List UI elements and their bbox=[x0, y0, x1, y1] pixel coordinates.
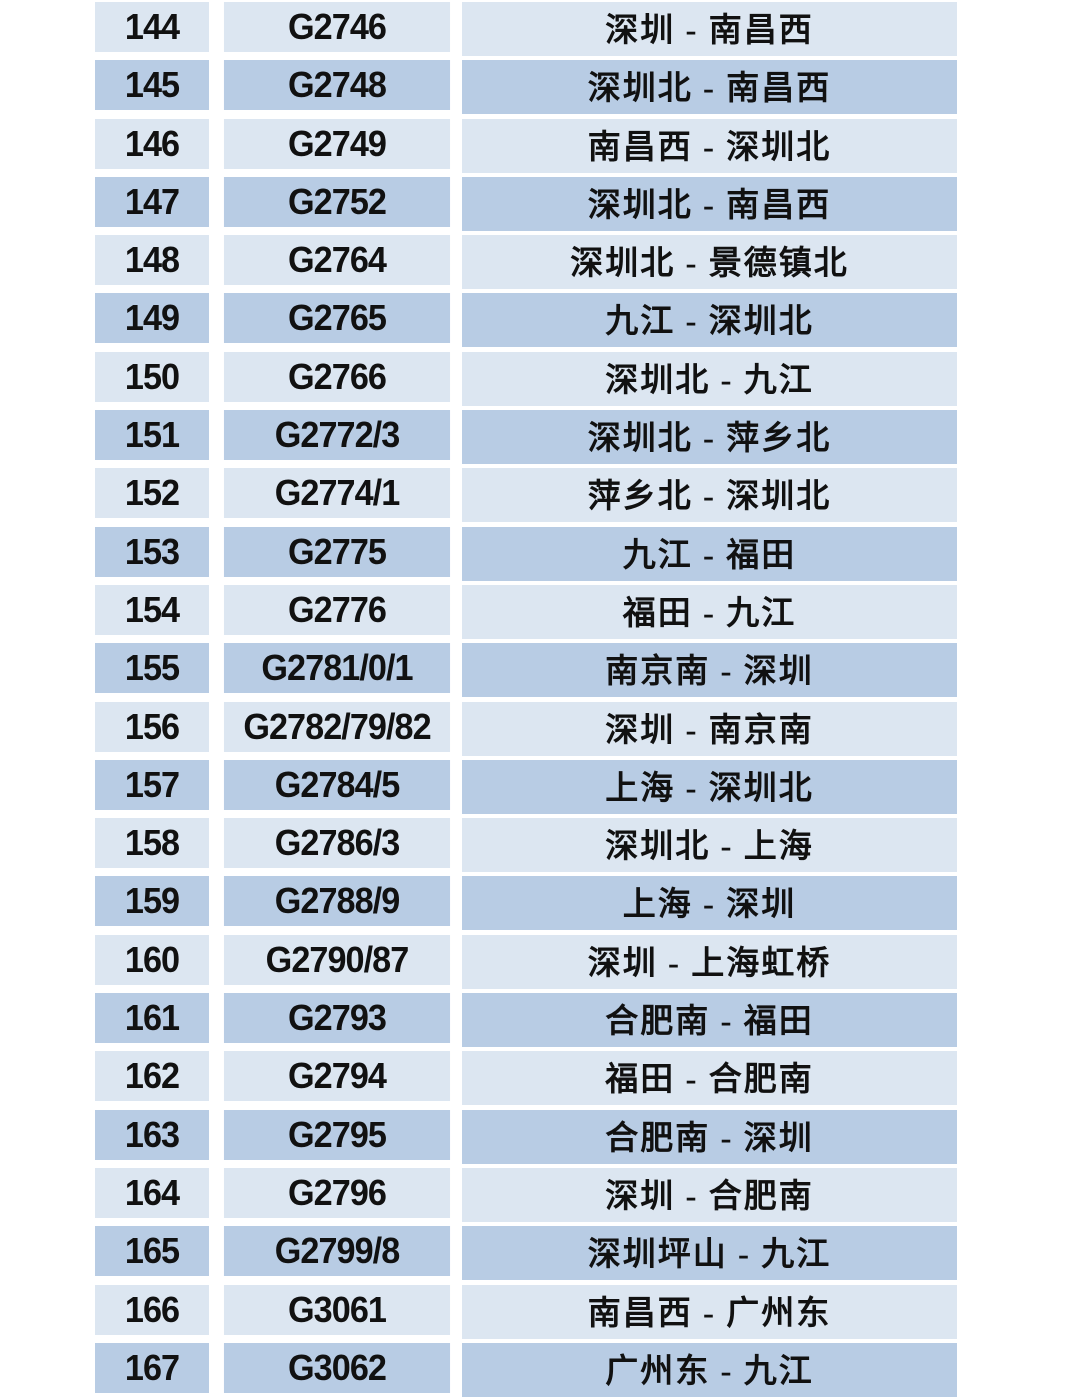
train-number-cell: G2796 bbox=[223, 1167, 451, 1218]
row-number-cell: 167 bbox=[95, 1342, 209, 1393]
route-cell: 深圳北 - 景德镇北 bbox=[462, 235, 957, 290]
train-number-cell: G2764 bbox=[223, 235, 451, 286]
row-number-cell: 146 bbox=[95, 118, 209, 169]
route-cell: 深圳北 - 萍乡北 bbox=[462, 410, 957, 465]
row-number-cell: 163 bbox=[95, 1109, 209, 1160]
train-number-cell: G2765 bbox=[223, 293, 451, 344]
train-number-cell: G2786/3 bbox=[223, 818, 451, 869]
train-number-cell: G2781/0/1 bbox=[223, 643, 451, 694]
train-number-cell: G3062 bbox=[223, 1342, 451, 1393]
row-number-cell: 162 bbox=[95, 1051, 209, 1102]
row-number-cell: 147 bbox=[95, 176, 209, 227]
route-cell: 深圳北 - 南昌西 bbox=[462, 60, 957, 115]
row-number-cell: 161 bbox=[95, 993, 209, 1044]
train-schedule-table: 144 G2746 深圳 - 南昌西 145 G2748 深圳北 - 南昌西 146 G274… bbox=[92, 2, 957, 1397]
route-cell: 上海 - 深圳 bbox=[462, 876, 957, 931]
route-cell: 深圳北 - 九江 bbox=[462, 351, 957, 406]
route-cell: 深圳 - 南昌西 bbox=[462, 2, 957, 56]
row-number-cell: 150 bbox=[95, 351, 209, 402]
route-cell: 深圳北 - 上海 bbox=[462, 818, 957, 873]
train-number-cell: G2799/8 bbox=[223, 1226, 451, 1277]
route-cell: 南京南 - 深圳 bbox=[462, 643, 957, 698]
route-cell: 深圳 - 上海虹桥 bbox=[462, 934, 957, 989]
route-cell: 深圳坪山 - 九江 bbox=[462, 1226, 957, 1281]
row-number-cell: 164 bbox=[95, 1167, 209, 1218]
route-cell: 九江 - 福田 bbox=[462, 526, 957, 581]
train-number-cell: G2782/79/82 bbox=[223, 701, 451, 752]
route-cell: 深圳 - 合肥南 bbox=[462, 1167, 957, 1222]
train-number-cell: G2749 bbox=[223, 118, 451, 169]
train-number-cell: G2772/3 bbox=[223, 410, 451, 461]
train-number-cell: G2793 bbox=[223, 993, 451, 1044]
row-number-cell: 153 bbox=[95, 526, 209, 577]
row-number-cell: 159 bbox=[95, 876, 209, 927]
row-number-cell: 165 bbox=[95, 1226, 209, 1277]
route-cell: 福田 - 九江 bbox=[462, 584, 957, 639]
row-number-cell: 158 bbox=[95, 818, 209, 869]
train-number-cell: G2794 bbox=[223, 1051, 451, 1102]
row-number-cell: 144 bbox=[95, 2, 209, 52]
row-number-cell: 151 bbox=[95, 410, 209, 461]
row-number-cell: 152 bbox=[95, 468, 209, 519]
train-number-cell: G2752 bbox=[223, 176, 451, 227]
row-number-cell: 157 bbox=[95, 759, 209, 810]
route-cell: 萍乡北 - 深圳北 bbox=[462, 468, 957, 523]
train-number-cell: G2748 bbox=[223, 60, 451, 111]
row-number-cell: 156 bbox=[95, 701, 209, 752]
train-number-cell: G2795 bbox=[223, 1109, 451, 1160]
route-cell: 福田 - 合肥南 bbox=[462, 1051, 957, 1106]
train-number-cell: G2746 bbox=[223, 2, 451, 52]
route-cell: 广州东 - 九江 bbox=[462, 1342, 957, 1397]
row-number-cell: 154 bbox=[95, 584, 209, 635]
train-number-cell: G2766 bbox=[223, 351, 451, 402]
route-cell: 深圳北 - 南昌西 bbox=[462, 176, 957, 231]
route-cell: 深圳 - 南京南 bbox=[462, 701, 957, 756]
row-number-cell: 166 bbox=[95, 1284, 209, 1335]
route-cell: 合肥南 - 深圳 bbox=[462, 1109, 957, 1164]
train-number-cell: G2775 bbox=[223, 526, 451, 577]
row-number-cell: 145 bbox=[95, 60, 209, 111]
row-number-cell: 149 bbox=[95, 293, 209, 344]
train-number-cell: G2776 bbox=[223, 584, 451, 635]
route-cell: 上海 - 深圳北 bbox=[462, 759, 957, 814]
row-number-cell: 160 bbox=[95, 934, 209, 985]
train-number-cell: G2788/9 bbox=[223, 876, 451, 927]
train-number-cell: G2790/87 bbox=[223, 934, 451, 985]
route-cell: 南昌西 - 广州东 bbox=[462, 1284, 957, 1339]
train-number-cell: G2784/5 bbox=[223, 759, 451, 810]
train-number-cell: G2774/1 bbox=[223, 468, 451, 519]
route-cell: 合肥南 - 福田 bbox=[462, 993, 957, 1048]
route-cell: 南昌西 - 深圳北 bbox=[462, 118, 957, 173]
train-number-cell: G3061 bbox=[223, 1284, 451, 1335]
route-cell: 九江 - 深圳北 bbox=[462, 293, 957, 348]
row-number-cell: 155 bbox=[95, 643, 209, 694]
row-number-cell: 148 bbox=[95, 235, 209, 286]
